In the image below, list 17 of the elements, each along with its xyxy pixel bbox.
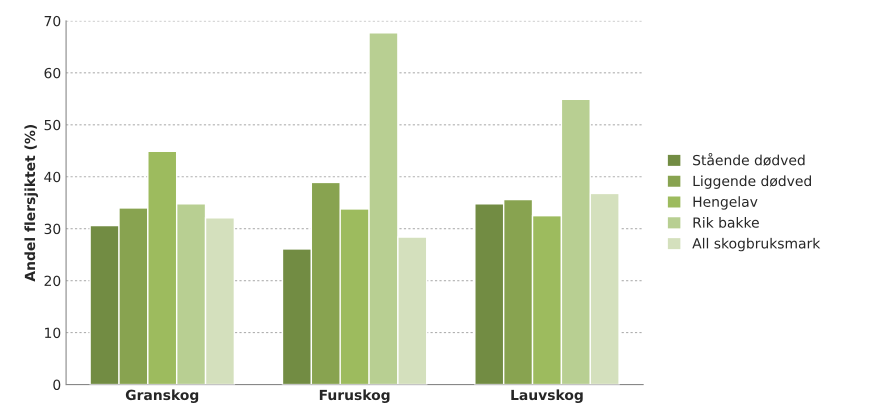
- x-tick-label: Granskog: [126, 389, 198, 403]
- y-tick-label: 70: [44, 16, 60, 26]
- legend-label: Hengelav: [694, 196, 758, 210]
- y-tick-label: 20: [44, 276, 60, 286]
- y-tick-label: 30: [44, 224, 60, 234]
- x-tick-label: Furuskog: [320, 389, 390, 403]
- y-tick-label: 0: [53, 380, 60, 390]
- y-tick-label: 40: [44, 172, 60, 182]
- y-tick-label: 60: [44, 68, 60, 78]
- y-tick-label: 10: [45, 328, 60, 338]
- legend-label: All skogbruksmark: [692, 238, 820, 252]
- x-tick-label: Lauvskog: [511, 389, 583, 403]
- legend-label: Liggende dødved: [694, 175, 811, 189]
- y-tick-label: 50: [44, 120, 60, 130]
- y-axis-title: Andel flersjiktet (%): [24, 125, 38, 282]
- legend-label: Rik bakke: [694, 217, 759, 228]
- legend-label: Stående dødved: [693, 152, 805, 166]
